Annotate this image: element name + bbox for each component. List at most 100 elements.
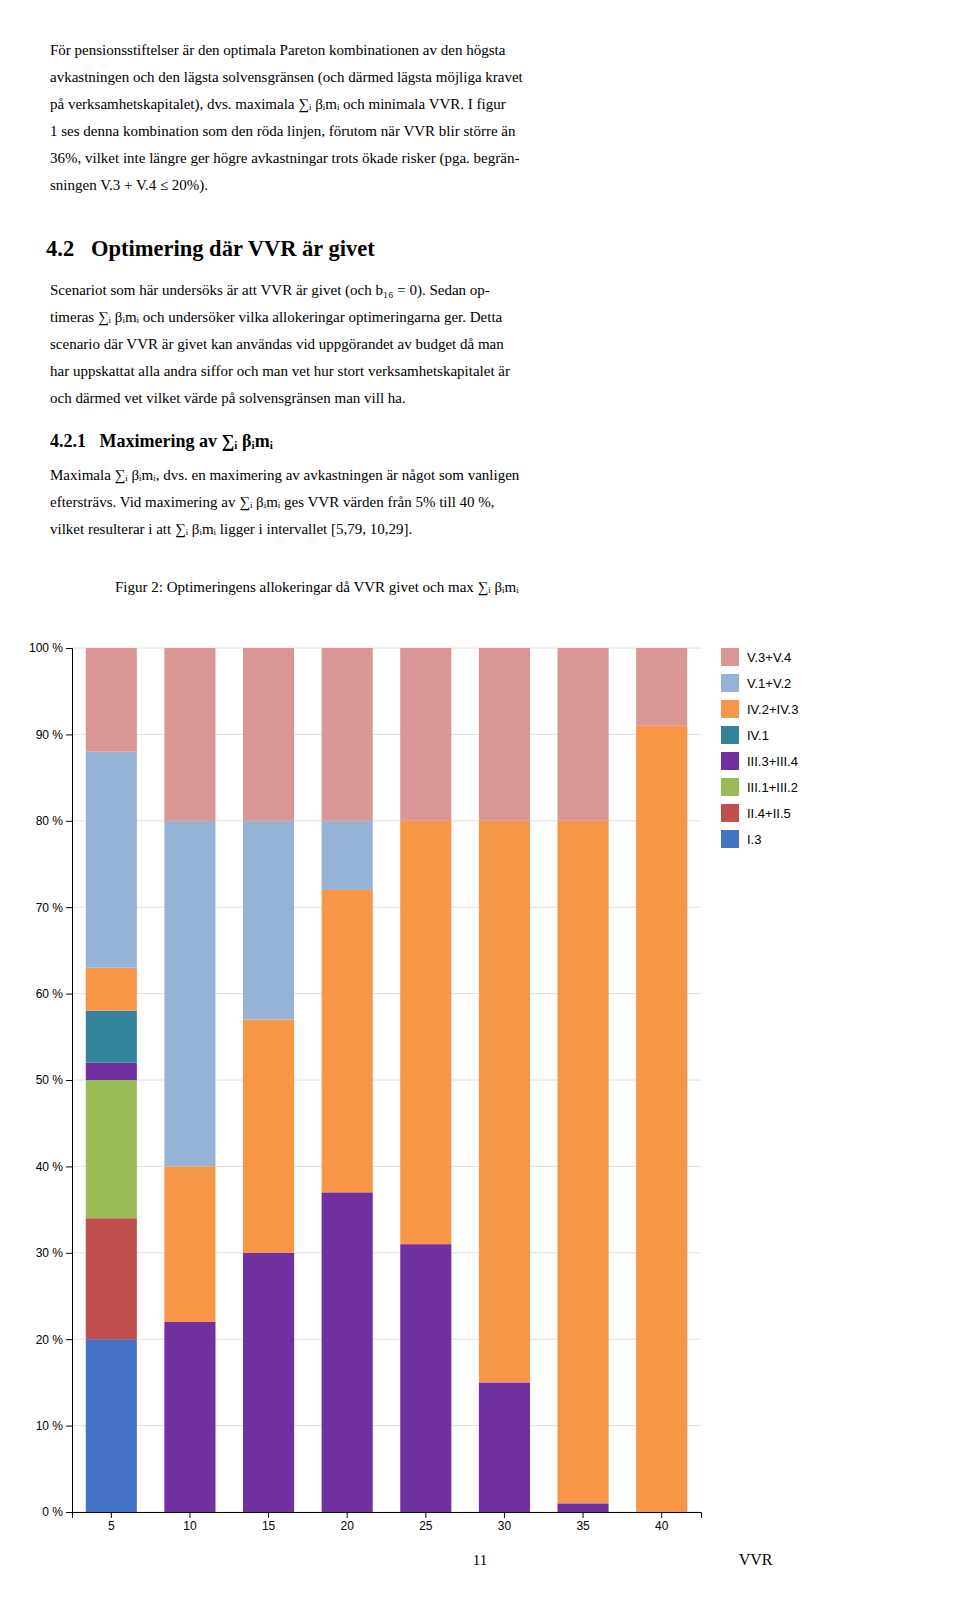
bar-segment — [479, 821, 530, 1383]
x-tick-label: 15 — [262, 1519, 276, 1533]
bar-segment — [636, 648, 687, 726]
y-tick-mark — [66, 734, 72, 735]
x-tick: 10 — [183, 1512, 197, 1533]
bar-series — [86, 1339, 137, 1512]
y-tick: 10 % — [36, 1419, 72, 1433]
legend-swatch — [721, 752, 739, 770]
y-tick: 70 % — [36, 901, 72, 915]
legend-item: IV.1 — [721, 726, 769, 744]
y-tick: 80 % — [36, 814, 72, 828]
legend-item: III.3+III.4 — [721, 752, 798, 770]
y-tick: 50 % — [36, 1073, 72, 1087]
legend-label: IV.2+IV.3 — [747, 702, 798, 717]
bar-segment — [86, 1080, 137, 1218]
y-tick-label: 50 % — [36, 1073, 64, 1087]
bar-segment — [558, 648, 609, 821]
y-tick-label: 80 % — [36, 814, 64, 828]
bar-segment — [164, 1322, 215, 1512]
x-tick-mark — [347, 1512, 348, 1518]
bar-segment — [400, 1244, 451, 1512]
y-tick-mark — [66, 648, 72, 649]
bar-segment — [86, 1011, 137, 1063]
bar-segment — [243, 1253, 294, 1512]
x-tick-label: 20 — [341, 1519, 355, 1533]
bar-segment — [322, 1192, 373, 1512]
y-tick: 60 % — [36, 987, 72, 1001]
paragraph-line: För pensionsstiftelser är den optimala P… — [50, 42, 506, 58]
y-tick-mark — [66, 1339, 72, 1340]
paragraph-line: på verksamhetskapitalet), dvs. maximala … — [50, 96, 506, 113]
legend-swatch — [721, 778, 739, 796]
bar-segment — [164, 1166, 215, 1322]
page-text: För pensionsstiftelser är den optimala P… — [46, 42, 524, 538]
paragraph-line: scenario där VVR är givet kan användas v… — [50, 336, 504, 352]
paragraph-line: 1 ses denna kombination som den röda lin… — [50, 123, 516, 139]
section-heading: 4.2 Optimering där VVR är givet — [46, 236, 375, 261]
x-tick-mark — [661, 1512, 662, 1518]
y-tick: 40 % — [36, 1160, 72, 1174]
paragraph-line: eftersträvs. Vid maximering av ∑ᵢ βᵢmᵢ g… — [50, 494, 495, 511]
paragraph-line: har uppskattat alla andra siffor och man… — [50, 363, 510, 379]
y-tick: 20 % — [36, 1333, 72, 1347]
x-axis-line — [73, 1513, 702, 1519]
bar-segment — [86, 752, 137, 968]
legend-swatch — [721, 674, 739, 692]
x-tick: 15 — [262, 1512, 276, 1533]
bars — [86, 648, 687, 1512]
y-tick: 0 % — [42, 1505, 72, 1519]
bar-segment — [479, 648, 530, 821]
legend-item: V.3+V.4 — [721, 648, 791, 666]
paragraph-line: timeras ∑ᵢ βᵢmᵢ och undersöker vilka all… — [50, 309, 503, 326]
paragraph-line: 36%, vilket inte längre ger högre avkast… — [50, 150, 519, 167]
y-tick-mark — [66, 907, 72, 908]
y-tick-mark — [66, 1166, 72, 1167]
y-tick-mark — [66, 1426, 72, 1427]
legend-item: IV.2+IV.3 — [721, 700, 798, 718]
legend-label: II.4+II.5 — [747, 806, 791, 821]
legend-item: V.1+V.2 — [721, 674, 791, 692]
bar-segment — [243, 821, 294, 1020]
bar-series — [86, 648, 687, 821]
y-tick-label: 70 % — [36, 901, 64, 915]
legend-swatch — [721, 830, 739, 848]
legend-label: V.3+V.4 — [747, 650, 791, 665]
legend-label: III.3+III.4 — [747, 754, 798, 769]
y-tick-mark — [66, 821, 72, 822]
bar-segment — [558, 821, 609, 1504]
legend-item: III.1+III.2 — [721, 778, 798, 796]
x-tick: 30 — [498, 1512, 512, 1533]
y-tick-label: 10 % — [36, 1419, 64, 1433]
bar-segment — [636, 726, 687, 1512]
y-axis-line — [66, 649, 73, 1513]
bar-segment — [86, 1063, 137, 1080]
chart-title: Figur 2: Optimeringens allokeringar då V… — [115, 579, 519, 596]
legend-label: IV.1 — [747, 728, 769, 743]
legend-label: V.1+V.2 — [747, 676, 791, 691]
legend-swatch — [721, 726, 739, 744]
y-tick-label: 60 % — [36, 987, 64, 1001]
chart: 0 %10 %20 %30 %40 %50 %60 %70 %80 %90 %1… — [29, 641, 799, 1568]
bar-series — [86, 1011, 137, 1063]
y-tick-mark — [66, 1253, 72, 1254]
legend-label: I.3 — [747, 832, 761, 847]
y-tick-label: 40 % — [36, 1160, 64, 1174]
bar-series — [86, 1218, 137, 1339]
x-tick-mark — [111, 1512, 112, 1518]
y-tick-mark — [66, 1080, 72, 1081]
grid — [72, 648, 701, 1512]
bar-segment — [322, 821, 373, 890]
x-axis: 510152025303540 — [73, 1512, 702, 1533]
x-axis-label: VVR — [739, 1551, 773, 1568]
x-tick-label: 10 — [183, 1519, 197, 1533]
paragraph-line: Scenariot som här undersöks är att VVR ä… — [50, 282, 490, 299]
bar-segment — [558, 1503, 609, 1512]
page: För pensionsstiftelser är den optimala P… — [0, 0, 960, 1600]
x-tick: 35 — [576, 1512, 590, 1533]
y-tick-label: 100 % — [29, 641, 63, 655]
page-number: 11 — [473, 1552, 487, 1568]
legend-swatch — [721, 648, 739, 666]
y-tick-label: 20 % — [36, 1333, 64, 1347]
x-tick-label: 30 — [498, 1519, 512, 1533]
x-tick-label: 5 — [108, 1519, 115, 1533]
legend-label: III.1+III.2 — [747, 780, 798, 795]
